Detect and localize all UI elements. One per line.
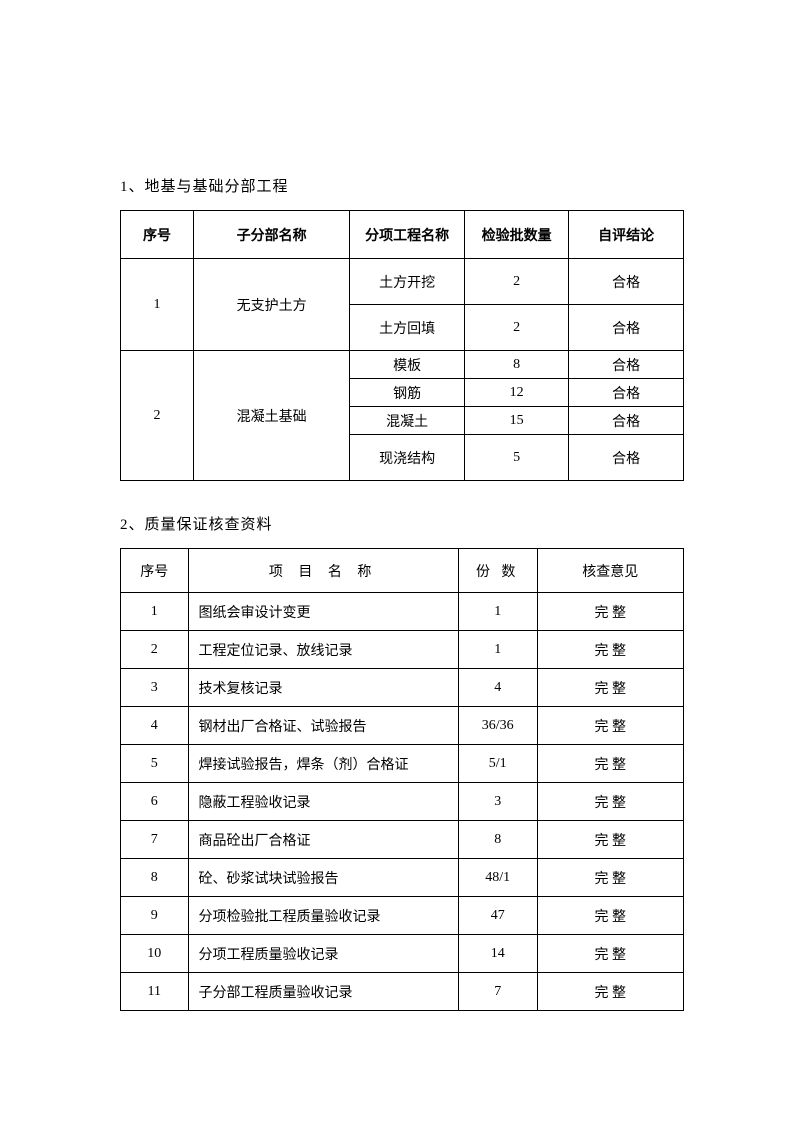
table-row: 5焊接试验报告，焊条（剂）合格证5/1完 整 (121, 745, 684, 783)
cell-index: 2 (121, 631, 189, 669)
cell-opinion: 完 整 (537, 707, 683, 745)
cell-copies: 1 (458, 631, 537, 669)
table1-header-result: 自评结论 (569, 211, 684, 259)
table-row: 7商品砼出厂合格证8完 整 (121, 821, 684, 859)
cell-result: 合格 (569, 407, 684, 435)
table-row: 1无支护土方土方开挖2合格 (121, 259, 684, 305)
table1-header-qty: 检验批数量 (465, 211, 569, 259)
cell-copies: 3 (458, 783, 537, 821)
cell-index: 10 (121, 935, 189, 973)
cell-index: 8 (121, 859, 189, 897)
cell-index: 7 (121, 821, 189, 859)
table1-header-row: 序号 子分部名称 分项工程名称 检验批数量 自评结论 (121, 211, 684, 259)
cell-item: 混凝土 (350, 407, 465, 435)
table2-header-opinion: 核查意见 (537, 549, 683, 593)
cell-index: 9 (121, 897, 189, 935)
cell-name: 钢材出厂合格证、试验报告 (188, 707, 458, 745)
cell-result: 合格 (569, 435, 684, 481)
cell-copies: 47 (458, 897, 537, 935)
cell-index: 5 (121, 745, 189, 783)
table-row: 1图纸会审设计变更1完 整 (121, 593, 684, 631)
cell-qty: 2 (465, 259, 569, 305)
cell-qty: 15 (465, 407, 569, 435)
cell-qty: 8 (465, 351, 569, 379)
cell-index: 3 (121, 669, 189, 707)
table2-body: 1图纸会审设计变更1完 整2工程定位记录、放线记录1完 整3技术复核记录4完 整… (121, 593, 684, 1011)
cell-subname: 混凝土基础 (193, 351, 349, 481)
table2-header-name: 项 目 名 称 (188, 549, 458, 593)
cell-name: 分项工程质量验收记录 (188, 935, 458, 973)
cell-opinion: 完 整 (537, 593, 683, 631)
cell-opinion: 完 整 (537, 631, 683, 669)
cell-qty: 2 (465, 305, 569, 351)
cell-copies: 1 (458, 593, 537, 631)
cell-copies: 48/1 (458, 859, 537, 897)
table-row: 2工程定位记录、放线记录1完 整 (121, 631, 684, 669)
table-row: 9分项检验批工程质量验收记录47完 整 (121, 897, 684, 935)
table-row: 2混凝土基础模板8合格 (121, 351, 684, 379)
cell-index: 1 (121, 259, 194, 351)
cell-opinion: 完 整 (537, 973, 683, 1011)
cell-result: 合格 (569, 379, 684, 407)
cell-subname: 无支护土方 (193, 259, 349, 351)
section2-title: 2、质量保证核查资料 (120, 513, 684, 534)
table-row: 3技术复核记录4完 整 (121, 669, 684, 707)
cell-name: 技术复核记录 (188, 669, 458, 707)
table-quality: 序号 项 目 名 称 份 数 核查意见 1图纸会审设计变更1完 整2工程定位记录… (120, 548, 684, 1011)
cell-qty: 12 (465, 379, 569, 407)
cell-index: 6 (121, 783, 189, 821)
cell-name: 分项检验批工程质量验收记录 (188, 897, 458, 935)
table-row: 6隐蔽工程验收记录3完 整 (121, 783, 684, 821)
cell-opinion: 完 整 (537, 669, 683, 707)
cell-opinion: 完 整 (537, 745, 683, 783)
cell-name: 焊接试验报告，焊条（剂）合格证 (188, 745, 458, 783)
cell-result: 合格 (569, 305, 684, 351)
table-row: 10分项工程质量验收记录14完 整 (121, 935, 684, 973)
table-row: 11子分部工程质量验收记录7完 整 (121, 973, 684, 1011)
table1-header-index: 序号 (121, 211, 194, 259)
table2-header-copies: 份 数 (458, 549, 537, 593)
table1-body: 1无支护土方土方开挖2合格土方回填2合格2混凝土基础模板8合格钢筋12合格混凝土… (121, 259, 684, 481)
cell-name: 商品砼出厂合格证 (188, 821, 458, 859)
cell-qty: 5 (465, 435, 569, 481)
cell-result: 合格 (569, 259, 684, 305)
cell-item: 模板 (350, 351, 465, 379)
table1-header-item: 分项工程名称 (350, 211, 465, 259)
table2-header-index: 序号 (121, 549, 189, 593)
cell-item: 钢筋 (350, 379, 465, 407)
cell-index: 1 (121, 593, 189, 631)
section1-title: 1、地基与基础分部工程 (120, 175, 684, 196)
cell-copies: 4 (458, 669, 537, 707)
cell-opinion: 完 整 (537, 859, 683, 897)
table-foundation: 序号 子分部名称 分项工程名称 检验批数量 自评结论 1无支护土方土方开挖2合格… (120, 210, 684, 481)
cell-opinion: 完 整 (537, 935, 683, 973)
table2-header-row: 序号 项 目 名 称 份 数 核查意见 (121, 549, 684, 593)
cell-copies: 8 (458, 821, 537, 859)
cell-copies: 14 (458, 935, 537, 973)
cell-index: 11 (121, 973, 189, 1011)
cell-name: 隐蔽工程验收记录 (188, 783, 458, 821)
cell-name: 图纸会审设计变更 (188, 593, 458, 631)
table-row: 8砼、砂浆试块试验报告48/1完 整 (121, 859, 684, 897)
table1-header-subname: 子分部名称 (193, 211, 349, 259)
cell-opinion: 完 整 (537, 783, 683, 821)
cell-item: 现浇结构 (350, 435, 465, 481)
cell-name: 子分部工程质量验收记录 (188, 973, 458, 1011)
cell-item: 土方开挖 (350, 259, 465, 305)
cell-copies: 5/1 (458, 745, 537, 783)
cell-copies: 36/36 (458, 707, 537, 745)
cell-index: 4 (121, 707, 189, 745)
cell-name: 工程定位记录、放线记录 (188, 631, 458, 669)
cell-opinion: 完 整 (537, 897, 683, 935)
cell-name: 砼、砂浆试块试验报告 (188, 859, 458, 897)
table-row: 4钢材出厂合格证、试验报告36/36完 整 (121, 707, 684, 745)
cell-opinion: 完 整 (537, 821, 683, 859)
cell-item: 土方回填 (350, 305, 465, 351)
cell-index: 2 (121, 351, 194, 481)
cell-result: 合格 (569, 351, 684, 379)
cell-copies: 7 (458, 973, 537, 1011)
